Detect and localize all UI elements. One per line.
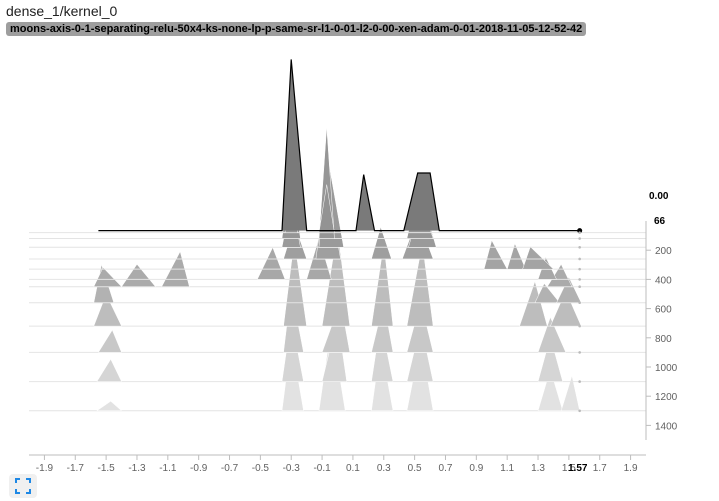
x-tick-label: -0.1	[313, 463, 331, 474]
x-tick-label: -0.7	[221, 463, 239, 474]
ridge-peak	[483, 239, 508, 270]
x-tick-label: -1.5	[98, 463, 116, 474]
ridge-end-dot	[578, 237, 581, 240]
ridge-peak	[522, 246, 555, 270]
ridge-peak	[283, 239, 307, 327]
ridge-end-dot	[578, 324, 581, 328]
hover-count-label: 0.00	[649, 191, 669, 202]
ridge-peak	[537, 368, 564, 412]
x-tick-label: 0.9	[469, 463, 483, 474]
fullscreen-icon	[15, 478, 31, 494]
top-slice-fill	[98, 59, 580, 231]
top-slice-layer	[98, 59, 583, 413]
ridge-peak	[371, 226, 392, 260]
x-tick-label: 1.5	[562, 463, 576, 474]
x-tick-label: 1.1	[500, 463, 514, 474]
step-axis: 200 400 600 800 1000 1200 1400	[645, 221, 678, 440]
run-tag: moons-axis-0-1-separating-relu-50x4-ks-n…	[6, 22, 587, 36]
x-tick-label: 1.9	[624, 463, 638, 474]
step-tick-label: 1200	[655, 392, 678, 403]
x-tick-label: -1.3	[128, 463, 146, 474]
hover-layer: 0.00 66 1.57	[568, 191, 669, 474]
ridge-end-dot	[578, 285, 581, 289]
x-tick-label: 0.7	[439, 463, 453, 474]
x-tick-label: 1.7	[593, 463, 607, 474]
x-tick-label: 0.5	[408, 463, 422, 474]
hover-point	[577, 228, 583, 234]
x-axis: -1.9 -1.7 -1.5 -1.3 -1.1 -0.9 -0.7 -0.5 -0.3 -0.1…	[29, 454, 646, 474]
ridge-peak	[406, 301, 434, 353]
fullscreen-button[interactable]	[9, 474, 37, 498]
ridge-peak	[371, 242, 394, 327]
ridge-end-dot	[578, 267, 581, 271]
ridge-peak	[96, 400, 123, 412]
x-tick-label: 0.1	[346, 463, 360, 474]
ridges-layer	[29, 126, 646, 412]
step-tick-label: 1000	[655, 363, 678, 374]
ridge-peak	[560, 374, 580, 412]
step-tick-label: 400	[655, 275, 672, 286]
ridge-peak	[256, 246, 286, 280]
ridge-peak	[534, 283, 561, 304]
card-title: dense_1/kernel_0	[6, 3, 118, 19]
ridge-peak	[97, 329, 122, 353]
ridge-peak	[93, 293, 122, 327]
ridge-peak	[121, 263, 157, 287]
ridge-peak	[371, 301, 394, 353]
ridge-end-dot	[578, 351, 581, 354]
top-slice-outline	[98, 59, 580, 232]
ridge-peak	[549, 290, 582, 327]
hover-step-label: 66	[654, 216, 666, 227]
ridge-end-dot	[578, 278, 581, 281]
ridge-end-dot	[578, 380, 581, 383]
x-tick-label: -0.3	[283, 463, 301, 474]
ridge-end-dot	[578, 409, 581, 413]
ridge-peak	[93, 267, 123, 287]
ridge-peak	[318, 184, 335, 233]
step-tick-label: 800	[655, 334, 672, 345]
ridge-peak	[537, 335, 564, 382]
ridge-peak	[519, 280, 548, 327]
ridge-end-dot	[578, 231, 581, 234]
ridge-end-dot	[578, 257, 581, 261]
hover-x-label: 1.57	[568, 463, 588, 474]
x-tick-label: -0.9	[190, 463, 208, 474]
ridge-peak	[537, 316, 567, 353]
ridge-peak	[406, 242, 434, 327]
step-tick-label: 1400	[655, 421, 678, 432]
step-tick-label: 600	[655, 305, 672, 316]
x-tick-label: -0.5	[252, 463, 270, 474]
ridge-peak	[321, 300, 351, 353]
ridge-peak	[96, 358, 122, 382]
x-tick-label: -1.7	[67, 463, 85, 474]
step-tick-label: 200	[655, 246, 672, 257]
x-tick-label: -1.9	[36, 463, 54, 474]
ridge-end-dot	[578, 301, 581, 305]
ridge-peak	[556, 276, 582, 304]
x-tick-label: -1.1	[159, 463, 177, 474]
x-tick-label: 1.3	[531, 463, 545, 474]
x-tick-label: 0.3	[377, 463, 391, 474]
ridge-peak	[506, 242, 527, 270]
ridge-end-dot	[578, 245, 581, 249]
